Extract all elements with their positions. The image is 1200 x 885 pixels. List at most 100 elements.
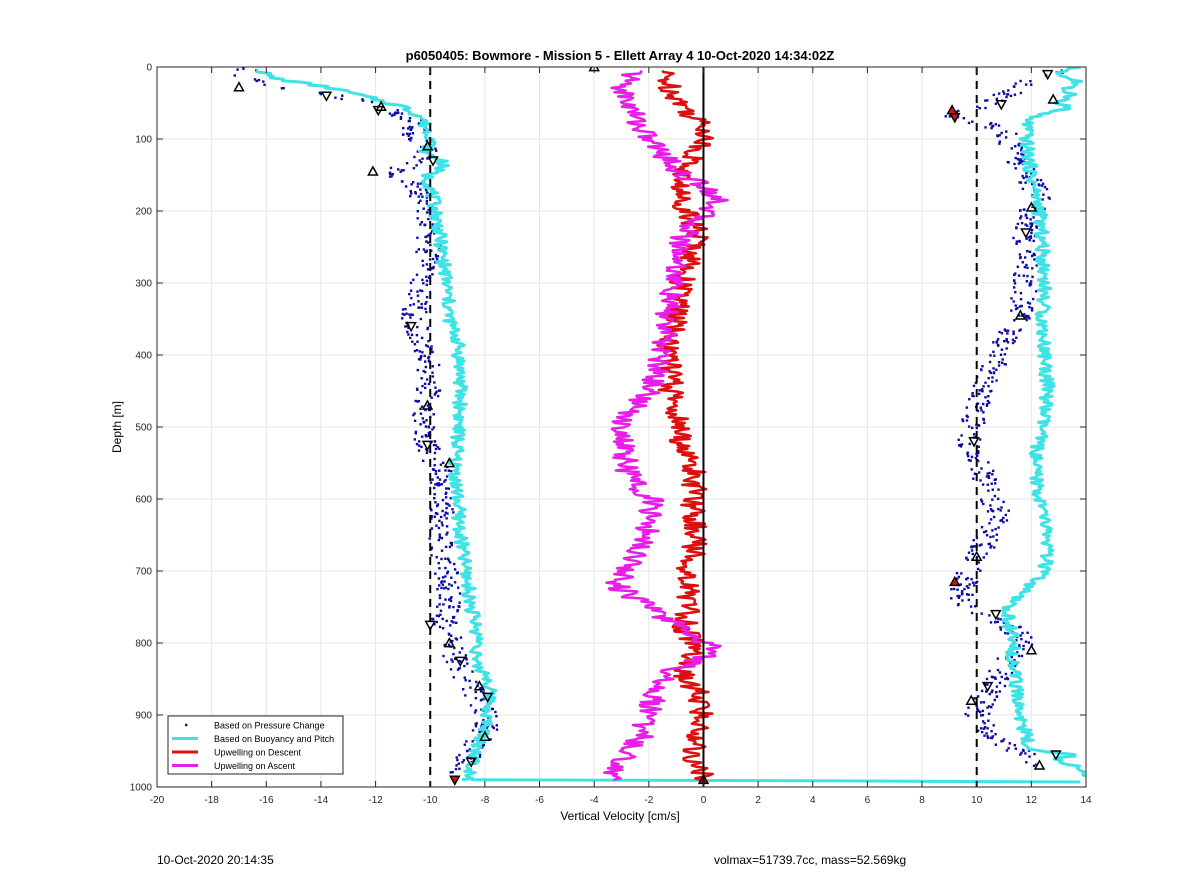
pressure-dot bbox=[963, 587, 966, 591]
pressure-dot bbox=[975, 426, 978, 430]
pressure-dot bbox=[994, 482, 997, 485]
pressure-dot bbox=[1006, 329, 1010, 332]
pressure-dot bbox=[417, 399, 421, 403]
pressure-dot bbox=[1004, 136, 1008, 139]
pressure-dot bbox=[436, 588, 439, 591]
x-tick-label: 0 bbox=[701, 795, 707, 806]
pressure-dot bbox=[448, 545, 452, 549]
pressure-dot bbox=[994, 733, 997, 736]
pressure-dot bbox=[449, 497, 452, 500]
pressure-dot bbox=[998, 681, 1002, 685]
pressure-dot bbox=[435, 258, 439, 261]
turning-point-marker bbox=[372, 105, 385, 117]
pressure-dot bbox=[437, 482, 440, 485]
pressure-dot bbox=[422, 248, 426, 251]
pressure-dot bbox=[1014, 167, 1017, 170]
pressure-dot bbox=[430, 350, 433, 353]
pressure-dot bbox=[1006, 332, 1009, 335]
footer-volmax-mass: volmax=51739.7cc, mass=52.569kg bbox=[714, 853, 907, 867]
pressure-dot bbox=[992, 535, 995, 538]
pressure-dot bbox=[448, 598, 451, 601]
pressure-dot bbox=[1032, 239, 1035, 243]
pressure-dot bbox=[1004, 672, 1008, 676]
pressure-dot bbox=[444, 598, 447, 601]
pressure-dot bbox=[437, 526, 441, 530]
pressure-dot bbox=[985, 690, 988, 693]
pressure-dot bbox=[425, 249, 429, 252]
pressure-dot bbox=[262, 80, 265, 83]
pressure-dot bbox=[434, 572, 437, 575]
pressure-dot bbox=[1040, 184, 1044, 187]
pressure-dot bbox=[415, 334, 419, 337]
pressure-dot bbox=[419, 182, 423, 185]
pressure-dot bbox=[986, 735, 989, 738]
pressure-dot bbox=[495, 715, 498, 718]
pressure-dot bbox=[1017, 654, 1021, 658]
pressure-dot bbox=[1029, 80, 1032, 83]
pressure-dot bbox=[977, 561, 980, 564]
pressure-dot bbox=[435, 524, 438, 527]
pressure-dot bbox=[465, 740, 468, 743]
pressure-dot bbox=[988, 370, 991, 373]
legend: Based on Pressure Change Based on Buoyanc… bbox=[167, 715, 344, 775]
pressure-dot bbox=[999, 618, 1002, 621]
pressure-dot bbox=[407, 119, 410, 123]
pressure-dot bbox=[967, 706, 970, 709]
pressure-dot bbox=[989, 390, 992, 393]
pressure-dot bbox=[448, 504, 451, 507]
pressure-dot bbox=[1028, 282, 1032, 285]
pressure-dot bbox=[968, 583, 971, 586]
pressure-dot bbox=[444, 586, 448, 589]
turning-point-marker bbox=[949, 575, 961, 587]
pressure-dot bbox=[464, 694, 467, 697]
pressure-dot bbox=[965, 419, 969, 422]
pressure-dot bbox=[1024, 752, 1027, 755]
pressure-dot bbox=[479, 690, 483, 693]
pressure-dot bbox=[1005, 676, 1009, 680]
pressure-dot bbox=[425, 202, 429, 205]
turning-point-marker bbox=[995, 100, 1008, 111]
turning-point-marker bbox=[481, 692, 494, 704]
pressure-dot bbox=[973, 472, 977, 475]
pressure-dot bbox=[482, 691, 485, 694]
pressure-dot bbox=[1002, 500, 1005, 504]
pressure-dot bbox=[492, 726, 495, 730]
turning-point-marker bbox=[465, 757, 477, 768]
pressure-dot bbox=[409, 304, 412, 307]
pressure-dot bbox=[990, 121, 993, 125]
pressure-dot bbox=[461, 761, 464, 764]
pressure-dot bbox=[1033, 258, 1036, 261]
pressure-dot bbox=[419, 391, 423, 394]
pressure-dot bbox=[438, 535, 441, 539]
pressure-dot bbox=[984, 106, 987, 110]
pressure-dot bbox=[388, 172, 392, 175]
pressure-dot bbox=[464, 679, 467, 682]
pressure-dot bbox=[1041, 198, 1044, 201]
pressure-dot bbox=[417, 122, 421, 125]
pressure-dot bbox=[1014, 291, 1017, 294]
pressure-dot bbox=[430, 396, 433, 399]
pressure-dot bbox=[401, 317, 404, 320]
pressure-dot bbox=[445, 619, 448, 623]
pressure-dot bbox=[967, 586, 970, 589]
pressure-dot bbox=[1022, 153, 1025, 157]
pressure-dot bbox=[989, 518, 993, 521]
pressure-dot bbox=[442, 603, 445, 606]
pressure-dot bbox=[443, 587, 446, 590]
pressure-dot bbox=[429, 508, 433, 511]
pressure-dot bbox=[425, 196, 429, 199]
pressure-dot bbox=[438, 519, 441, 522]
pressure-dot bbox=[982, 701, 986, 704]
pressure-dot bbox=[986, 483, 989, 486]
pressure-dot bbox=[406, 132, 409, 135]
pressure-dot bbox=[1033, 253, 1036, 257]
pressure-dot bbox=[971, 581, 975, 584]
pressure-dot bbox=[425, 279, 429, 282]
pressure-dot bbox=[463, 676, 466, 679]
pressure-dot bbox=[1013, 340, 1016, 343]
pressure-dot bbox=[1026, 631, 1029, 634]
pressure-dot bbox=[428, 537, 431, 540]
pressure-dot bbox=[1032, 167, 1036, 171]
pressure-dot bbox=[452, 511, 455, 514]
pressure-dot bbox=[1020, 654, 1024, 658]
